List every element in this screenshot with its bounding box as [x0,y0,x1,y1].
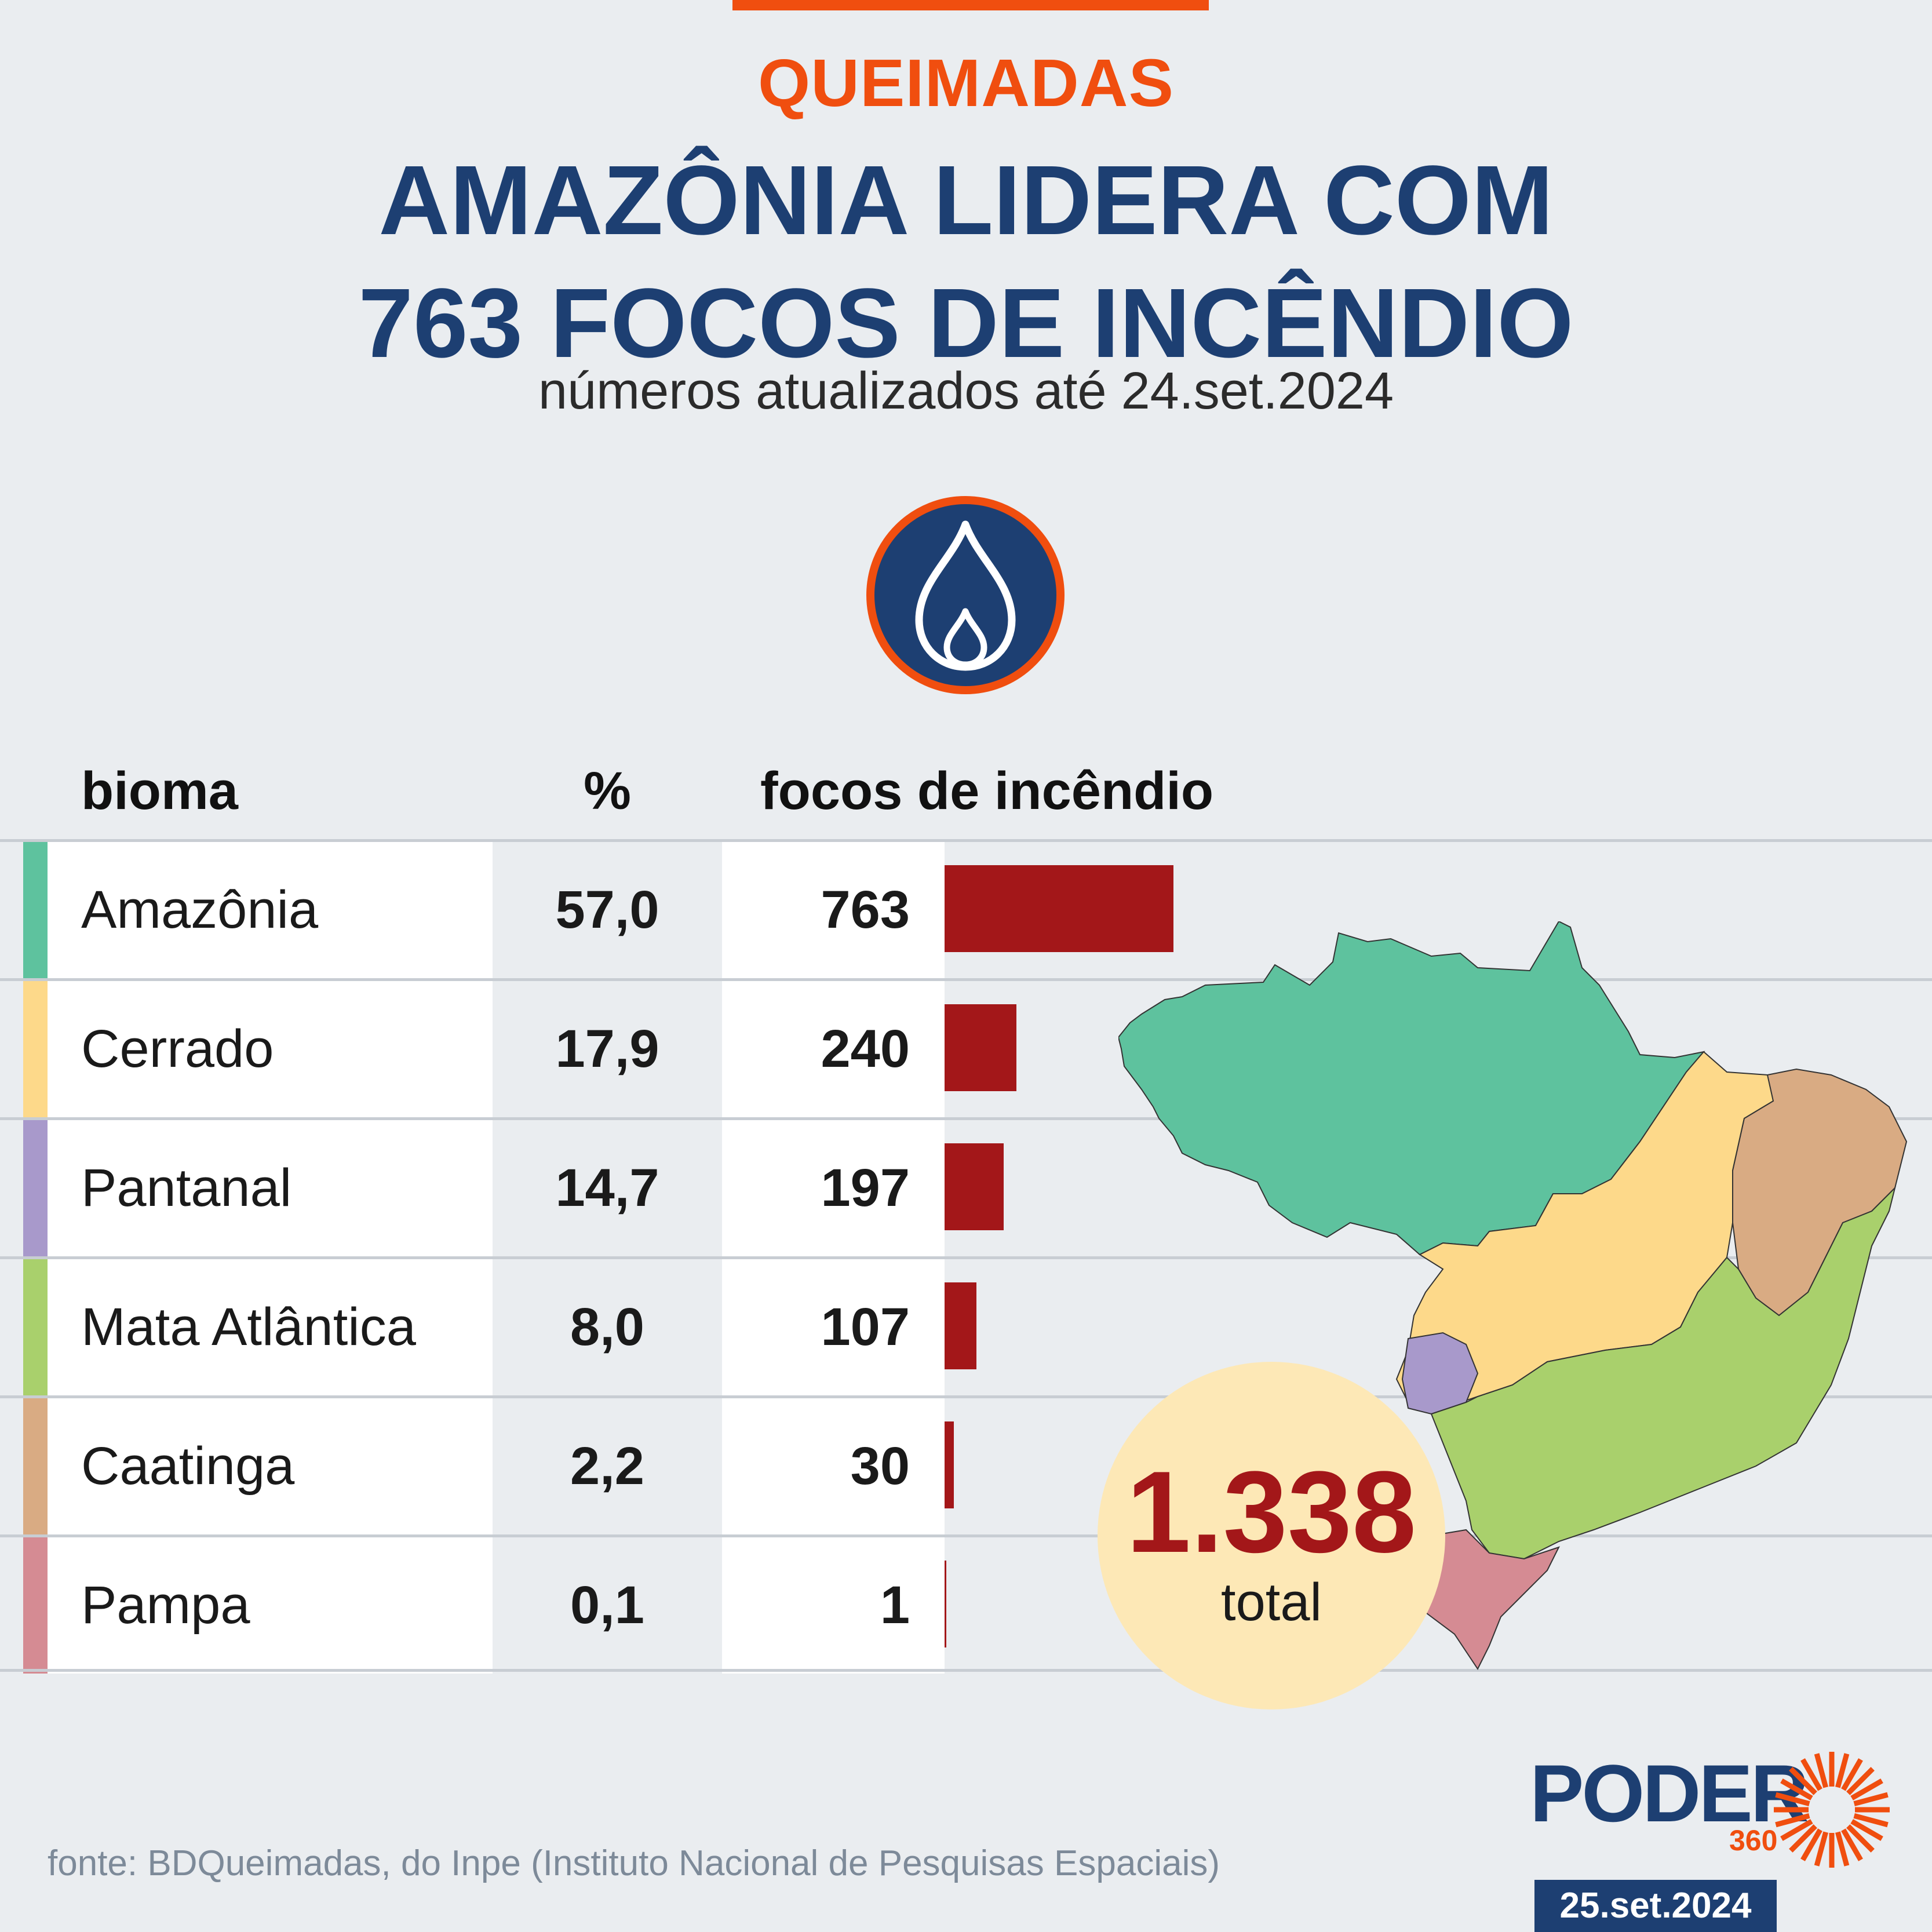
count-cell-bg [722,981,945,1117]
biome-name: Pantanal [81,1158,292,1217]
bar-cerrado [945,1004,1016,1091]
biome-color-swatch [23,1120,48,1256]
biome-count: 197 [821,1158,910,1217]
sun-ray [1841,1758,1863,1791]
headline-line-1: AMAZÔNIA LIDERA COM [378,145,1554,256]
kicker: QUEIMADAS [758,45,1174,121]
table-row: Pantanal 14,7 197 [0,1117,1932,1256]
flame-icon [866,496,1065,694]
count-cell-bg [722,1120,945,1256]
top-accent-bar [732,0,1209,10]
sun-ray [1775,1813,1810,1828]
date-badge: 25.set.2024 [1534,1880,1777,1932]
count-cell-bg [722,1537,945,1674]
table-bottom-divider [0,1669,1932,1672]
sun-ray [1850,1819,1883,1841]
biome-color-swatch [23,981,48,1117]
sun-ray [1850,1778,1883,1800]
column-header-percent: % [584,761,631,821]
biome-color-swatch [23,842,48,978]
row-divider [0,978,1932,981]
sun-ray [1789,1767,1817,1795]
total-value: 1.338 [1126,1448,1417,1577]
table-row: Cerrado 17,9 240 [0,978,1932,1117]
biome-color-swatch [23,1398,48,1534]
row-divider [0,1256,1932,1259]
sun-ray [1800,1828,1822,1861]
biome-name: Mata Atlântica [81,1297,416,1357]
bar-pantanal [945,1143,1004,1230]
sun-ray [1835,1831,1850,1867]
bar-amazonia [945,865,1173,952]
sun-ray [1780,1778,1813,1800]
biome-percent: 8,0 [570,1297,644,1357]
sun-logo-icon [1774,1752,1890,1868]
row-divider [0,839,1932,842]
biome-color-swatch [23,1537,48,1674]
sun-ray [1853,1792,1889,1806]
total-label: total [1221,1573,1322,1632]
biome-name: Caatinga [81,1437,295,1496]
biome-color-swatch [23,1259,48,1395]
table-row: Pampa 0,1 1 [0,1534,1932,1674]
sun-ray [1846,1767,1875,1795]
sun-ray [1814,1753,1828,1788]
bar-pampa [945,1561,946,1647]
count-cell-bg [722,1259,945,1395]
headline-line-2: 763 FOCOS DE INCÊNDIO [358,268,1574,378]
biome-name: Pampa [81,1576,250,1635]
name-cell-bg [48,842,493,978]
name-cell-bg [48,1259,493,1395]
row-divider [0,1534,1932,1537]
source-note: fonte: BDQueimadas, do Inpe (Instituto N… [48,1843,1220,1883]
name-cell-bg [48,981,493,1117]
sun-ray [1800,1758,1822,1791]
biome-count: 763 [821,880,910,939]
table-row: Amazônia 57,0 763 [0,839,1932,978]
sun-ray [1780,1819,1813,1841]
biome-count: 240 [821,1019,910,1078]
name-cell-bg [48,1398,493,1534]
total-circle [1098,1362,1445,1709]
biome-count: 30 [850,1437,910,1496]
biome-count: 107 [821,1297,910,1357]
table-row: Caatinga 2,2 30 [0,1395,1932,1534]
count-cell-bg [722,1398,945,1534]
biome-count: 1 [880,1576,910,1635]
bar-mata-atlantica [945,1282,976,1369]
sun-ray [1846,1824,1875,1853]
logo-wordmark: PODER [1530,1748,1809,1839]
sun-ray [1841,1828,1863,1861]
sun-ray [1835,1753,1850,1788]
column-header-focos: focos de incêndio [760,761,1214,821]
biome-name: Cerrado [81,1019,274,1078]
table-row: Mata Atlântica 8,0 107 [0,1256,1932,1395]
biome-percent: 0,1 [570,1576,644,1635]
logo-number: 360 [1729,1824,1778,1857]
map-region-mata-atlantica [1430,1186,1896,1560]
biome-percent: 17,9 [555,1019,659,1078]
bar-caatinga [945,1421,954,1508]
sun-ray [1814,1831,1828,1867]
sun-ray [1853,1813,1889,1828]
name-cell-bg [48,1537,493,1674]
subtitle: números atualizados até 24.set.2024 [538,362,1394,420]
biome-name: Amazônia [81,880,319,939]
row-divider [0,1117,1932,1120]
count-cell-bg [722,842,945,978]
name-cell-bg [48,1120,493,1256]
biome-percent: 2,2 [570,1437,644,1496]
biome-percent: 14,7 [555,1158,659,1217]
sun-ray [1789,1824,1817,1853]
row-divider [0,1395,1932,1398]
biome-percent: 57,0 [555,880,659,939]
headline: AMAZÔNIA LIDERA COM 763 FOCOS DE INCÊNDI… [0,139,1932,385]
column-header-bioma: bioma [81,761,238,821]
sun-ray [1775,1792,1810,1806]
